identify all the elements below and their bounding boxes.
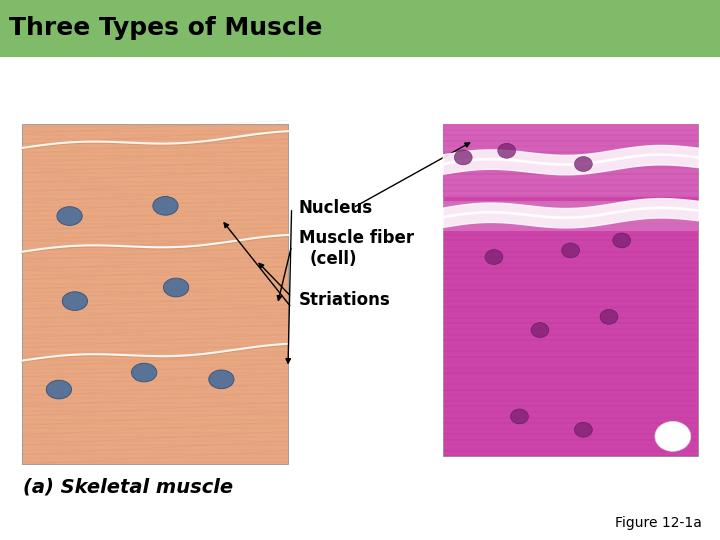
Ellipse shape — [46, 380, 71, 399]
Text: Muscle fiber: Muscle fiber — [299, 228, 414, 247]
Text: Three Types of Muscle: Three Types of Muscle — [9, 16, 322, 40]
Ellipse shape — [510, 409, 528, 424]
Ellipse shape — [57, 207, 82, 225]
Ellipse shape — [575, 157, 593, 172]
Ellipse shape — [62, 292, 88, 310]
Text: (a) Skeletal muscle: (a) Skeletal muscle — [23, 478, 233, 497]
Ellipse shape — [209, 370, 234, 389]
Text: (cell): (cell) — [310, 250, 357, 268]
Ellipse shape — [613, 233, 631, 248]
Ellipse shape — [600, 309, 618, 325]
Text: Striations: Striations — [299, 291, 390, 309]
Bar — [443, 201, 698, 231]
Ellipse shape — [562, 243, 580, 258]
Ellipse shape — [153, 197, 178, 215]
Ellipse shape — [132, 363, 157, 382]
Text: Nucleus: Nucleus — [299, 199, 373, 217]
Ellipse shape — [498, 143, 516, 158]
Ellipse shape — [531, 322, 549, 338]
Text: Figure 12-1a: Figure 12-1a — [615, 516, 702, 530]
Bar — [443, 124, 698, 456]
Bar — [443, 124, 698, 197]
Ellipse shape — [163, 278, 189, 297]
Ellipse shape — [655, 421, 690, 451]
Bar — [0, 0, 720, 57]
Ellipse shape — [485, 249, 503, 265]
Ellipse shape — [575, 422, 593, 437]
Ellipse shape — [454, 150, 472, 165]
Bar — [22, 124, 288, 464]
